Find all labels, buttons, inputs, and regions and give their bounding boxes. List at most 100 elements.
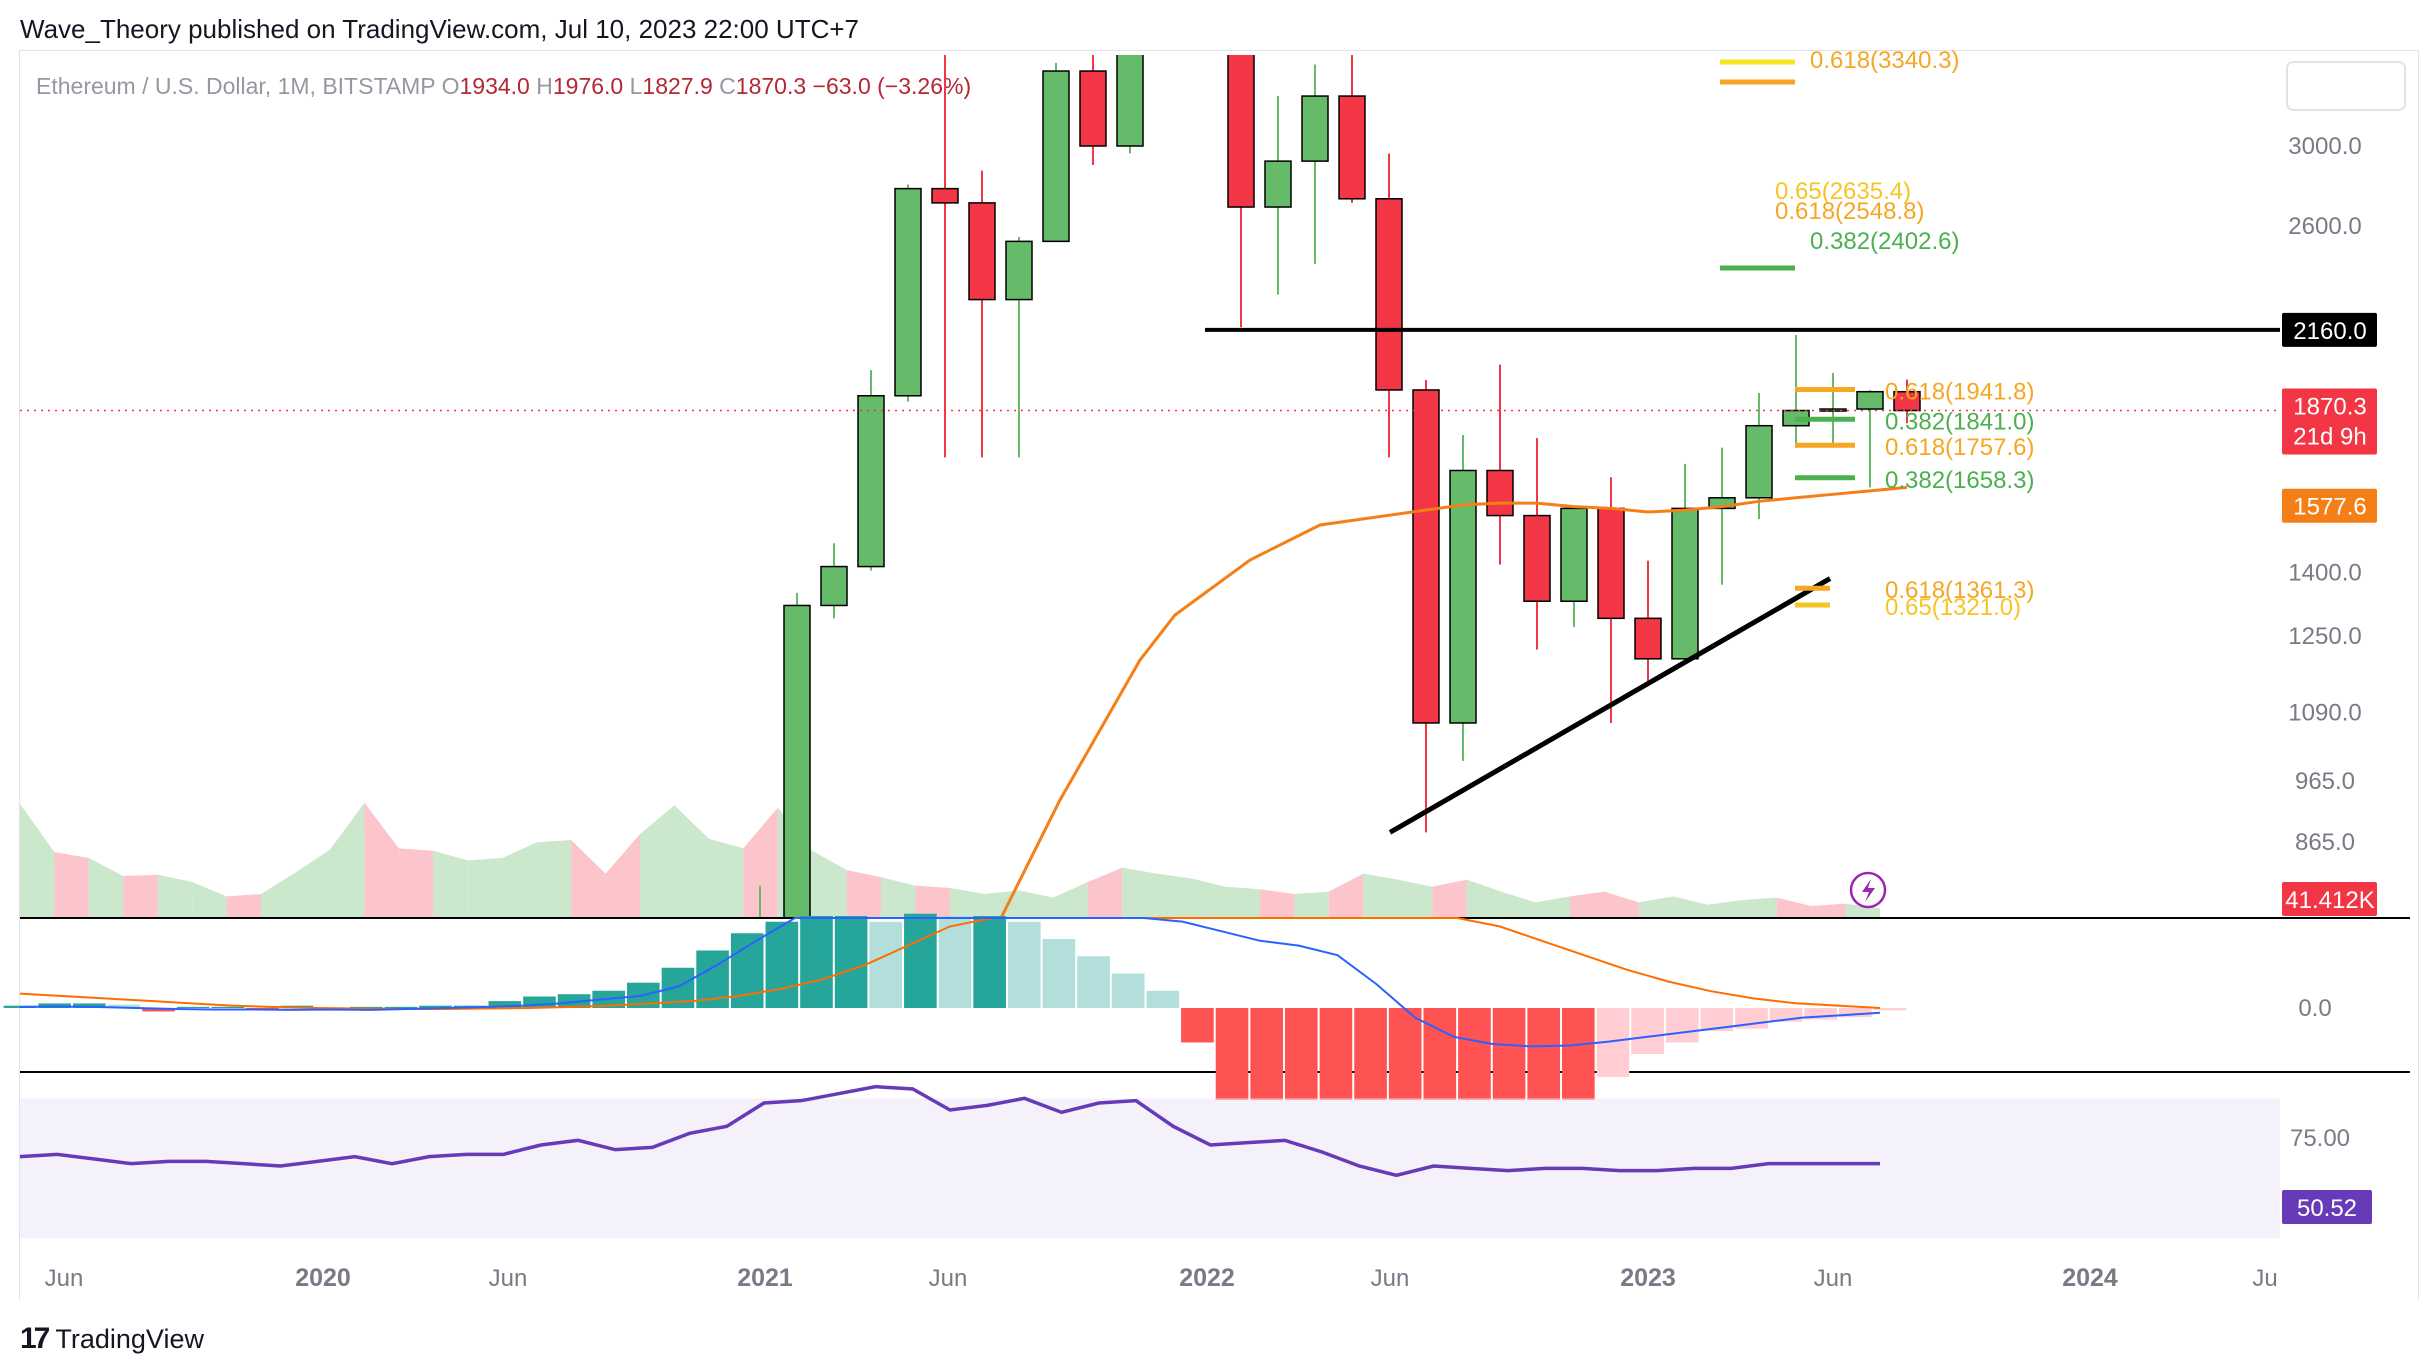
volume-area xyxy=(950,888,985,918)
fib-label: 0.618(1757.6) xyxy=(1885,434,2034,461)
price-tick: 1090.0 xyxy=(2288,700,2361,727)
candle-body xyxy=(1523,514,1551,602)
candle-body xyxy=(968,202,996,301)
macd-histogram-bar xyxy=(1804,1008,1838,1020)
price-tag-sub: 21d 9h xyxy=(2293,423,2366,450)
macd-histogram-bar xyxy=(1007,921,1041,1008)
macd-histogram-bar xyxy=(72,1003,106,1008)
month-label: Jun xyxy=(1371,1265,1410,1292)
price-tag: 2160.0 xyxy=(2282,312,2377,347)
price-tick: 1250.0 xyxy=(2288,623,2361,650)
macd-line xyxy=(19,917,1881,1048)
macd-zero-label: 0.0 xyxy=(2298,995,2331,1022)
volume-area xyxy=(536,840,572,918)
fib-label: 0.65(2635.4) xyxy=(1775,178,1911,205)
macd-histogram-bar xyxy=(1562,1008,1595,1100)
macd-histogram-bar xyxy=(765,921,799,1008)
macd-histogram-bar xyxy=(1077,956,1110,1008)
legend-part: 1934.0 xyxy=(460,73,537,99)
price-tag-bg xyxy=(2282,488,2377,523)
macd-histogram-bar xyxy=(419,1005,452,1008)
candle-body xyxy=(1560,507,1588,602)
candle-body xyxy=(1486,469,1514,517)
volume-area xyxy=(915,885,950,918)
candle-body xyxy=(783,604,811,918)
volume-area xyxy=(846,870,882,918)
tradingview-brand[interactable]: 17 TradingView xyxy=(20,1322,204,1356)
candle-body xyxy=(1375,198,1403,391)
macd-histogram-bar xyxy=(1111,973,1145,1008)
macd-histogram-bar xyxy=(1839,1008,1872,1018)
price-tag: 1577.6 xyxy=(2282,488,2377,523)
candle-body xyxy=(1671,507,1699,660)
volume-area xyxy=(502,842,537,918)
candles xyxy=(759,0,1921,918)
macd-histogram-bar xyxy=(869,921,903,1008)
volume-area xyxy=(364,802,399,918)
macd-histogram-bar xyxy=(1423,1008,1457,1100)
volume-area xyxy=(1122,867,1157,918)
candle-body xyxy=(1856,390,1884,410)
volume-area xyxy=(1191,878,1226,918)
publisher-header: Wave_Theory published on TradingView.com… xyxy=(20,14,859,44)
macd-histogram-bar xyxy=(349,1006,383,1008)
ohlc-legend: Ethereum / U.S. Dollar, 1M, BITSTAMP O19… xyxy=(36,73,971,99)
month-label: Ju xyxy=(2252,1265,2277,1292)
volume-area xyxy=(1156,873,1192,918)
volume-area xyxy=(1673,896,1708,918)
volume-area xyxy=(20,804,55,918)
macd-histogram-bar xyxy=(904,913,937,1008)
volume-area xyxy=(1604,891,1639,918)
macd-histogram-bar xyxy=(1284,1008,1318,1100)
macd-histogram-bar xyxy=(1354,1008,1387,1100)
volume-area xyxy=(1363,873,1398,918)
volume-area xyxy=(1570,891,1605,918)
volume-area xyxy=(571,840,606,918)
candle-body xyxy=(1301,95,1329,162)
macd-histogram-bar xyxy=(1665,1008,1699,1043)
volume-area xyxy=(674,805,709,918)
volume-area xyxy=(1053,882,1088,918)
rsi-value-label: 50.52 xyxy=(2297,1195,2357,1222)
macd-histogram-bar xyxy=(1319,1008,1353,1100)
volume-area xyxy=(708,838,744,918)
macd-histogram-bar xyxy=(800,916,833,1008)
candle-body xyxy=(1191,0,1217,32)
candle-body xyxy=(1264,160,1292,208)
macd-histogram-bar xyxy=(1388,1008,1422,1100)
price-tag-bg xyxy=(2282,882,2377,916)
volume-area xyxy=(1432,879,1467,918)
macd-histogram-bar xyxy=(1873,1008,1907,1011)
rsi-line xyxy=(19,1084,1880,1178)
fib-label: 0.618(2548.8) xyxy=(1775,198,1924,225)
month-label: Jun xyxy=(45,1265,84,1292)
chart-frame xyxy=(19,50,2419,1300)
macd-histogram-bar xyxy=(1700,1008,1734,1031)
macd-histogram-bar xyxy=(107,1004,141,1008)
month-label: Jun xyxy=(489,1265,528,1292)
macd-pane: 0.0 xyxy=(3,913,2332,1100)
fib-label: 0.618(1361.3) xyxy=(1885,577,2034,604)
volume-area xyxy=(330,802,365,918)
time-axis: Jun Jun Jun Jun Jun Ju 2020 2021 2022 2023 2024 xyxy=(45,1264,2278,1292)
volume-area xyxy=(1776,897,1812,918)
fib-label: 0.382(1841.0) xyxy=(1885,408,2034,435)
year-label: 2021 xyxy=(737,1264,793,1292)
volume-area xyxy=(1397,879,1433,918)
price-tick: 1400.0 xyxy=(2288,560,2361,587)
volume-area xyxy=(743,807,778,918)
lightning-icon xyxy=(1849,871,1887,909)
year-label: 2020 xyxy=(295,1264,351,1292)
volume-area xyxy=(54,852,89,918)
volume-series xyxy=(20,802,1880,918)
legend-part: −63.0 (−3.26%) xyxy=(813,73,972,99)
lightning-icon-bolt xyxy=(1862,879,1875,902)
fib-label: 0.618(3340.3) xyxy=(1810,47,1959,74)
candle-body xyxy=(1079,70,1107,147)
candle-body xyxy=(1449,469,1477,724)
fib-label: 0.618(1941.8) xyxy=(1885,378,2034,405)
macd-histogram-bar xyxy=(1492,1008,1526,1100)
support-trendline xyxy=(1388,576,1832,835)
macd-histogram-bar xyxy=(834,916,868,1008)
